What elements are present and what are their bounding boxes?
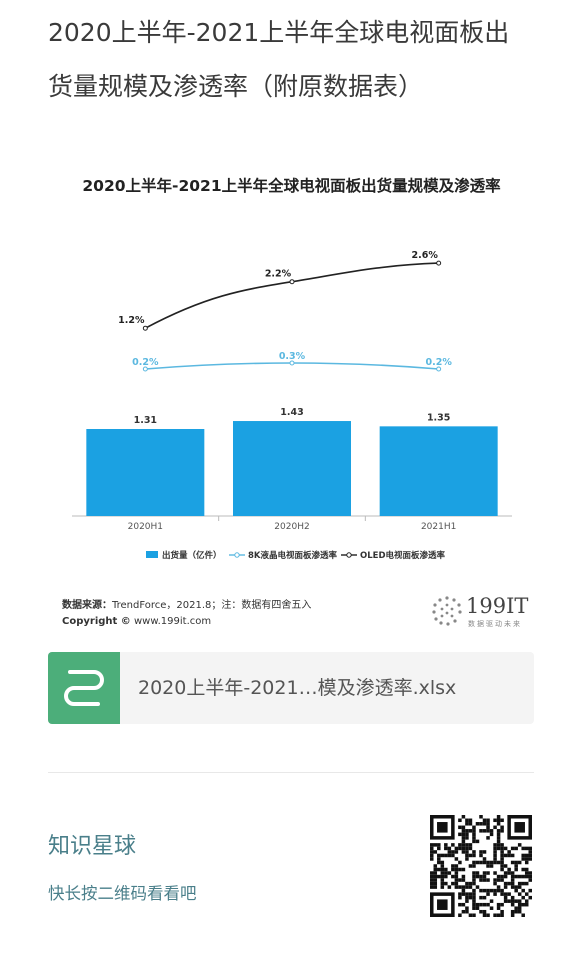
series-8k-label: 0.2% xyxy=(425,357,452,368)
planet-title: 知识星球 xyxy=(48,834,137,859)
x-tick-label: 2020H1 xyxy=(128,522,163,532)
series-oled-label: 2.2% xyxy=(265,269,292,280)
brand-subtitle: 数据驱动未来 xyxy=(468,620,522,628)
chart-title: 2020上半年-2021上半年全球电视面板出货量规模及渗透率 xyxy=(82,177,501,195)
series-oled-point xyxy=(436,260,442,266)
series-8k-point xyxy=(142,366,148,372)
spreadsheet-s-icon xyxy=(48,652,120,724)
chart-svg: 1.31 1.43 1.35 2020H1 2020H2 2021H1 0.2% 0.3% 0.… xyxy=(72,250,512,561)
legend-bar-swatch xyxy=(146,551,158,558)
bar-label: 1.35 xyxy=(427,412,450,423)
bar-2021H1 xyxy=(379,426,498,516)
legend-8k-label: 8K液晶电视面板渗透率 xyxy=(248,550,338,561)
series-8k-label: 0.3% xyxy=(279,351,306,362)
divider xyxy=(48,772,534,773)
series-8k-point xyxy=(436,366,442,372)
file-name: 2020上半年-2021…模及渗透率.xlsx xyxy=(138,677,457,699)
series-8k-point xyxy=(289,360,295,366)
x-tick-label: 2021H1 xyxy=(421,522,456,532)
brand-dots-icon xyxy=(432,596,462,626)
copyright-text: www.199it.com xyxy=(133,616,212,627)
page-title: 2020上半年-2021上半年全球电视面板出 货量规模及渗透率（附原数据表） xyxy=(48,6,548,114)
brand-number: 199IT xyxy=(466,594,529,618)
page-title-line1: 2020上半年-2021上半年全球电视面板出 xyxy=(48,18,510,47)
copyright-label: Copyright © xyxy=(62,616,131,627)
bar-2020H1 xyxy=(86,429,205,516)
series-oled-point xyxy=(289,279,295,285)
planet-subtitle: 快长按二维码看看吧 xyxy=(48,884,197,903)
series-oled-label: 2.6% xyxy=(411,250,438,261)
series-oled-point xyxy=(142,325,148,331)
x-tick-label: 2020H2 xyxy=(274,522,309,532)
bar-label: 1.43 xyxy=(280,407,303,418)
series-oled-label: 1.2% xyxy=(118,315,145,326)
series-8k-label: 0.2% xyxy=(132,357,159,368)
page-title-line2: 货量规模及渗透率（附原数据表） xyxy=(48,72,424,101)
legend-8k-marker xyxy=(234,552,240,558)
brand-logo: 199IT 数据驱动未来 xyxy=(430,592,540,632)
bar-2020H2 xyxy=(233,421,351,516)
source-label: 数据来源： xyxy=(62,600,112,611)
chart-image: 2020上半年-2021上半年全球电视面板出货量规模及渗透率 1.31 1.43 1… xyxy=(0,160,583,630)
source-text: TrendForce，2021.8；注：数据有四舍五入 xyxy=(112,600,312,611)
legend-oled-marker xyxy=(346,552,352,558)
chart-source: 数据来源：TrendForce，2021.8；注：数据有四舍五入 Copyrig… xyxy=(62,598,311,630)
series-oled-line xyxy=(144,262,439,329)
qr-code-icon[interactable] xyxy=(430,815,532,917)
legend-bar-label: 出货量（亿件） xyxy=(162,550,222,561)
file-attachment[interactable]: 2020上半年-2021…模及渗透率.xlsx xyxy=(48,652,534,724)
legend-oled-label: OLED电视面板渗透率 xyxy=(360,550,446,561)
bar-label: 1.31 xyxy=(134,415,157,426)
